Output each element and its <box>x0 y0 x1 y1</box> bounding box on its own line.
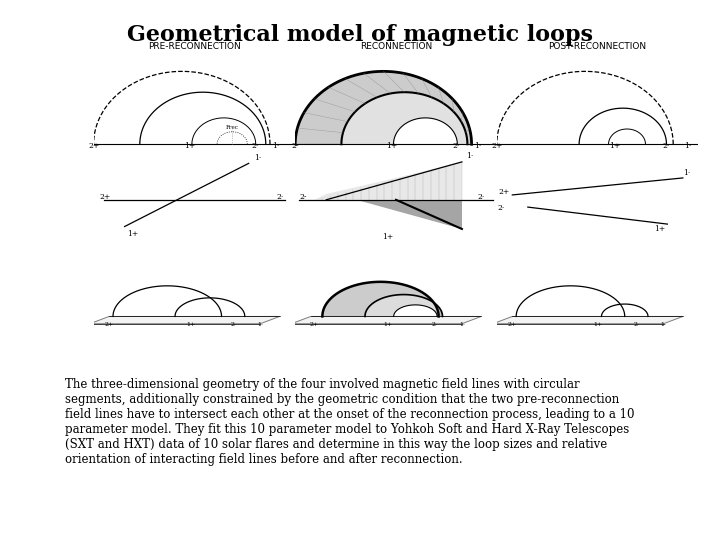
Text: 2-: 2- <box>292 141 299 150</box>
Text: 2·: 2· <box>251 141 258 150</box>
Text: POST-RECONNECTION: POST-RECONNECTION <box>549 42 647 51</box>
Text: 1+: 1+ <box>654 225 665 233</box>
Text: 2·: 2· <box>498 204 505 212</box>
Text: 1+: 1+ <box>386 141 397 150</box>
Text: 1·: 1· <box>459 322 465 327</box>
Text: 1·: 1· <box>683 170 690 178</box>
Text: 1+: 1+ <box>609 141 620 150</box>
Text: 1+: 1+ <box>384 322 393 327</box>
Polygon shape <box>493 316 683 323</box>
Text: PRE-RECONNECTION: PRE-RECONNECTION <box>148 42 240 51</box>
Text: 2·: 2· <box>453 141 460 150</box>
Text: The three-dimensional geometry of the four involved magnetic field lines with ci: The three-dimensional geometry of the fo… <box>65 378 634 466</box>
Text: RECONNECTION: RECONNECTION <box>360 42 432 51</box>
Text: 2·: 2· <box>276 193 283 201</box>
Polygon shape <box>295 71 472 144</box>
Text: 1·: 1· <box>660 322 667 327</box>
Text: 2+: 2+ <box>310 322 319 327</box>
Text: 2+: 2+ <box>499 188 510 196</box>
Text: 1·: 1· <box>254 154 261 162</box>
Text: 2+: 2+ <box>104 322 114 327</box>
Text: 1·: 1· <box>257 322 264 327</box>
Text: 1·: 1· <box>684 141 691 150</box>
Text: 1·: 1· <box>474 141 481 150</box>
Text: 1+: 1+ <box>184 141 196 150</box>
Polygon shape <box>341 92 467 144</box>
Text: 2·: 2· <box>477 193 485 201</box>
Text: 2-: 2- <box>300 193 307 201</box>
Text: 1+: 1+ <box>186 322 195 327</box>
Text: 2+: 2+ <box>508 322 517 327</box>
Polygon shape <box>323 282 443 316</box>
Text: Frec: Frec <box>226 125 238 130</box>
Text: 2+: 2+ <box>491 141 503 150</box>
Text: 2·: 2· <box>230 322 236 327</box>
Text: 1+: 1+ <box>127 230 138 238</box>
Text: 1+: 1+ <box>382 233 394 241</box>
Text: 2+: 2+ <box>88 141 99 150</box>
Polygon shape <box>315 162 462 200</box>
Text: Geometrical model of magnetic loops: Geometrical model of magnetic loops <box>127 24 593 46</box>
Text: 2·: 2· <box>663 141 670 150</box>
Text: 1·: 1· <box>272 141 279 150</box>
Polygon shape <box>365 295 443 316</box>
Text: 2·: 2· <box>432 322 438 327</box>
Polygon shape <box>357 200 462 229</box>
Text: 2+: 2+ <box>99 193 111 201</box>
Text: 2·: 2· <box>634 322 639 327</box>
Polygon shape <box>292 316 481 323</box>
Text: 1+: 1+ <box>593 322 602 327</box>
Text: 1·: 1· <box>466 152 473 160</box>
Polygon shape <box>90 316 279 323</box>
